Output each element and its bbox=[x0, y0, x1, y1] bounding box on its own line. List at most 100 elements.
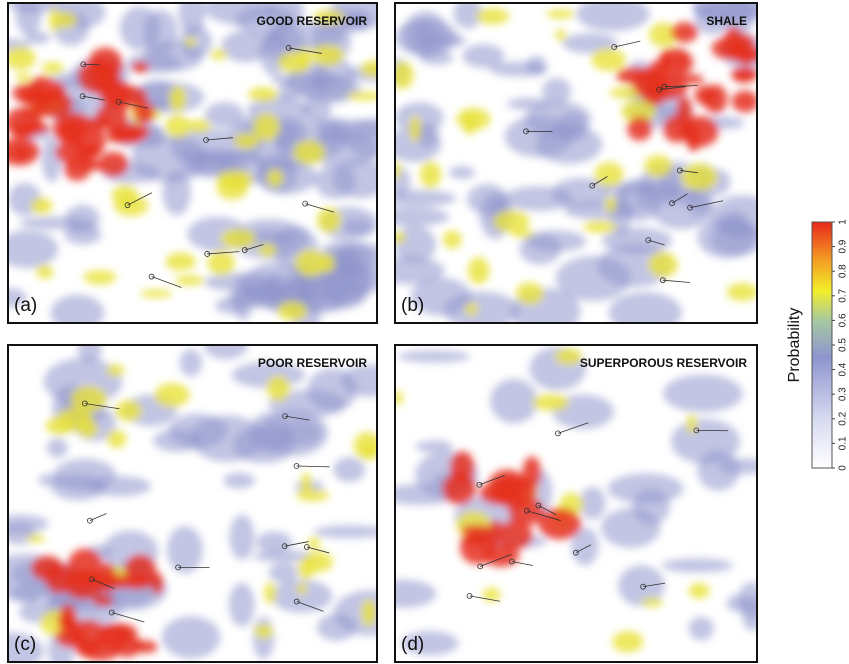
blob bbox=[674, 74, 704, 84]
blob bbox=[617, 179, 662, 222]
blob bbox=[591, 48, 626, 71]
blob bbox=[120, 6, 161, 50]
blob bbox=[642, 79, 667, 105]
blob bbox=[106, 364, 124, 376]
blob bbox=[420, 161, 441, 188]
blob bbox=[467, 184, 508, 215]
blob bbox=[316, 270, 393, 292]
panel-label: (a) bbox=[14, 295, 37, 316]
colorbar bbox=[812, 222, 832, 468]
blob bbox=[84, 270, 117, 284]
blob bbox=[13, 124, 39, 137]
blob bbox=[107, 430, 127, 448]
blob bbox=[555, 348, 582, 364]
blob bbox=[732, 68, 756, 83]
blob bbox=[627, 116, 652, 140]
blob bbox=[409, 116, 421, 142]
blob bbox=[493, 210, 529, 232]
blob bbox=[697, 451, 740, 491]
blob bbox=[333, 457, 365, 482]
blob bbox=[687, 414, 697, 434]
blob bbox=[416, 440, 453, 452]
colorbar-tick-label: 0.1 bbox=[838, 436, 849, 450]
blob bbox=[255, 624, 274, 638]
blob bbox=[64, 158, 90, 181]
blob bbox=[115, 400, 142, 421]
blob bbox=[211, 49, 227, 59]
blob bbox=[609, 292, 682, 333]
blob bbox=[370, 207, 449, 226]
blob bbox=[490, 379, 538, 424]
blob bbox=[36, 265, 54, 279]
blob bbox=[361, 60, 389, 77]
blob bbox=[153, 429, 201, 452]
blob bbox=[54, 459, 116, 491]
blob bbox=[342, 219, 373, 235]
blob bbox=[0, 137, 40, 165]
blob bbox=[612, 631, 643, 652]
blob bbox=[98, 152, 128, 177]
blob bbox=[155, 383, 190, 407]
blob bbox=[398, 351, 470, 363]
blob bbox=[42, 137, 62, 182]
panel-label: (b) bbox=[401, 295, 424, 316]
colorbar-tick-label: 0.9 bbox=[838, 239, 849, 253]
blob bbox=[264, 582, 276, 604]
blob bbox=[223, 472, 255, 488]
blob bbox=[314, 525, 387, 538]
blob bbox=[216, 297, 248, 314]
blob bbox=[187, 119, 211, 132]
blob bbox=[59, 604, 76, 632]
blob bbox=[78, 419, 98, 438]
blob bbox=[449, 166, 475, 179]
blob bbox=[333, 158, 388, 198]
colorbar-tick-label: 0 bbox=[838, 465, 849, 471]
blob bbox=[296, 490, 330, 501]
blob bbox=[465, 303, 478, 316]
panel-title: SUPERPOROUS RESERVOIR bbox=[580, 356, 747, 370]
blob bbox=[106, 133, 143, 143]
blob bbox=[509, 497, 544, 525]
blob bbox=[11, 584, 43, 602]
blob bbox=[460, 532, 495, 564]
panel-title: SHALE bbox=[706, 14, 747, 28]
blob bbox=[663, 375, 743, 413]
blob bbox=[21, 87, 55, 107]
blob bbox=[450, 451, 474, 483]
blob bbox=[370, 580, 436, 608]
panel-label: (d) bbox=[401, 634, 424, 655]
blob bbox=[45, 563, 72, 593]
colorbar-tick-label: 0.2 bbox=[838, 411, 849, 425]
blob bbox=[233, 426, 295, 464]
blob bbox=[660, 48, 688, 63]
blob bbox=[516, 282, 544, 304]
panel: SUPERPOROUS RESERVOIR (d) bbox=[370, 345, 771, 662]
blob bbox=[689, 583, 710, 599]
blob bbox=[180, 349, 202, 377]
blob bbox=[689, 617, 714, 641]
blob bbox=[616, 67, 652, 84]
blob bbox=[538, 508, 581, 539]
blob bbox=[20, 107, 48, 117]
figure: GOOD RESERVOIR(a)SHALE(b)POOR RESERVOIR(… bbox=[0, 0, 849, 664]
blob bbox=[15, 0, 41, 35]
blob bbox=[140, 290, 172, 298]
blob bbox=[241, 284, 312, 303]
blob bbox=[555, 29, 566, 41]
colorbar-tick-label: 0.8 bbox=[838, 264, 849, 278]
blob bbox=[443, 230, 462, 249]
blob bbox=[16, 73, 31, 81]
blob bbox=[167, 526, 203, 573]
blob bbox=[546, 9, 575, 18]
colorbar-tick-label: 1 bbox=[838, 219, 849, 225]
panel-label: (c) bbox=[14, 634, 36, 655]
blob bbox=[78, 337, 102, 363]
blob bbox=[468, 257, 489, 285]
blob bbox=[503, 186, 573, 211]
blob bbox=[293, 140, 325, 165]
blob bbox=[65, 205, 100, 233]
blob bbox=[266, 376, 289, 401]
blob bbox=[165, 253, 195, 271]
blob bbox=[686, 122, 700, 152]
blob bbox=[94, 63, 111, 77]
